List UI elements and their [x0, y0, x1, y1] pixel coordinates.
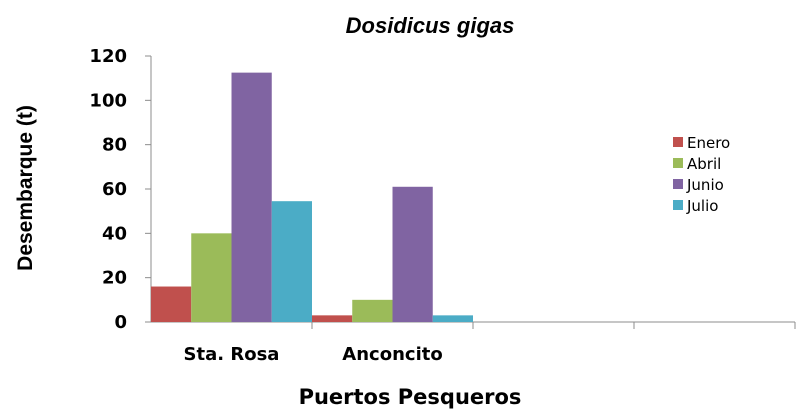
- y-tick-label: 20: [102, 268, 127, 289]
- y-tick-label: 0: [114, 312, 127, 333]
- legend-swatch: [673, 179, 683, 189]
- legend-label: Enero: [687, 134, 730, 152]
- chart-title: Dosidicus gigas: [346, 13, 515, 38]
- bar-enero-anconcito: [312, 315, 353, 322]
- bar-abril-sta-rosa: [191, 233, 232, 322]
- y-tick-label: 120: [89, 46, 127, 67]
- y-tick-label: 80: [102, 135, 127, 156]
- y-tick-label: 60: [102, 179, 127, 200]
- legend-swatch: [673, 137, 683, 147]
- bar-julio-anconcito: [432, 315, 473, 322]
- bar-junio-sta-rosa: [231, 72, 272, 323]
- plot-area: 0 20 40 60 80 100 120 Sta. Rosa Anconcito: [89, 46, 796, 365]
- bar-abril-anconcito: [352, 299, 393, 322]
- y-tick-label: 100: [89, 90, 127, 111]
- legend-swatch: [673, 158, 683, 168]
- x-axis-label: Puertos Pesqueros: [299, 385, 522, 409]
- legend-label: Abril: [687, 155, 721, 173]
- legend: Enero Abril Junio Julio: [673, 134, 730, 215]
- y-axis-label: Desembarque (t): [14, 105, 37, 271]
- x-tick-label: Anconcito: [342, 344, 442, 365]
- legend-label: Junio: [686, 176, 724, 194]
- legend-label: Julio: [686, 197, 718, 215]
- bar-junio-anconcito: [392, 186, 433, 322]
- legend-swatch: [673, 200, 683, 210]
- y-tick-label: 40: [102, 223, 127, 244]
- x-tick-label: Sta. Rosa: [184, 344, 280, 365]
- bar-julio-sta-rosa: [271, 201, 312, 322]
- bar-enero-sta-rosa: [151, 286, 192, 322]
